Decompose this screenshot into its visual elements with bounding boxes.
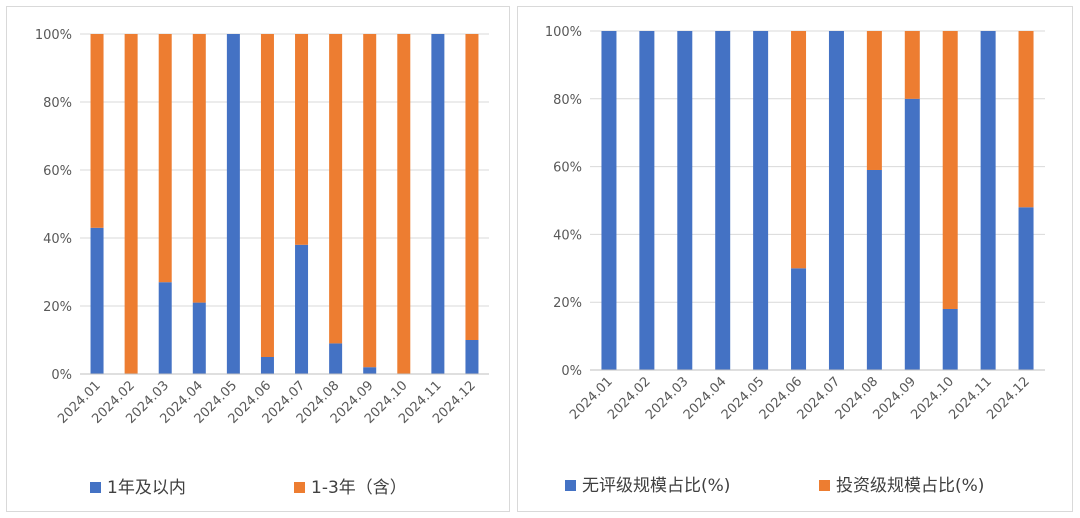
y-tick-label: 80% [43, 96, 72, 111]
bar-segment-1 [329, 343, 343, 374]
y-tick-label: 40% [43, 232, 72, 247]
bar-segment-2 [363, 34, 377, 368]
bar-segment-1 [260, 357, 274, 374]
bar-segment-2 [791, 31, 807, 269]
bar-segment-2 [465, 34, 479, 340]
bar-segment-2 [942, 31, 958, 309]
legend-swatch [819, 480, 830, 491]
y-tick-label: 40% [553, 228, 582, 243]
y-tick-label: 20% [553, 296, 582, 311]
legend-label: 1-3年（含） [311, 478, 407, 498]
bar-segment-1 [715, 31, 731, 370]
y-tick-label: 80% [553, 93, 582, 108]
bar-segment-1 [753, 31, 769, 370]
bar-segment-1 [980, 31, 996, 370]
bar-segment-1 [791, 268, 807, 370]
left-chart-panel: 0% 20% 40% 60% 80% 100% 2024.01 2024.02 2024.03 2… [6, 6, 510, 512]
y-tick-label: 0% [51, 368, 72, 383]
legend-swatch [565, 480, 576, 491]
bar-segment-1 [192, 302, 206, 374]
bar-segment-2 [329, 34, 343, 344]
bar-segment-1 [1018, 207, 1034, 370]
bar-segment-1 [904, 98, 920, 371]
bar-segment-1 [942, 308, 958, 370]
bar-segment-1 [90, 227, 104, 374]
legend-label: 无评级规模占比(%) [582, 476, 730, 496]
legend-swatch [90, 482, 101, 493]
y-tick-label: 60% [43, 164, 72, 179]
y-tick-label: 100% [545, 25, 582, 40]
bar-segment-1 [639, 31, 655, 370]
bar-segment-1 [158, 282, 172, 374]
bar-segment-1 [295, 244, 309, 374]
y-tick-label: 20% [43, 300, 72, 315]
bar-segment-1 [431, 34, 445, 374]
bar-segment-2 [904, 31, 920, 99]
y-tick-label: 100% [35, 28, 72, 43]
bar-segment-2 [124, 34, 138, 374]
legend-label: 1年及以内 [107, 478, 186, 498]
bar-segment-2 [866, 31, 882, 170]
bar-segment-2 [158, 34, 172, 283]
right-chart-panel: 0% 20% 40% 60% 80% 100% 2024.01 2024.02 2024.03 2… [517, 6, 1073, 512]
bar-segment-1 [465, 340, 479, 374]
bar-segment-1 [828, 31, 844, 370]
bar-segment-1 [363, 367, 377, 374]
bar-segment-2 [260, 34, 274, 357]
y-tick-label: 0% [561, 364, 582, 379]
bar-segment-1 [226, 34, 240, 374]
bar-segment-2 [1018, 31, 1034, 208]
bar-segment-2 [192, 34, 206, 303]
y-tick-label: 60% [553, 161, 582, 176]
right-stacked-bar-chart: 0%20%40%60%80%100%2024.012024.022024.032… [545, 25, 1045, 496]
bar-segment-1 [866, 169, 882, 370]
bar-segment-2 [90, 34, 104, 228]
bar-segment-1 [601, 31, 617, 370]
bar-segment-2 [295, 34, 309, 245]
legend-swatch [294, 482, 305, 493]
bar-segment-2 [397, 34, 411, 374]
bar-segment-1 [677, 31, 693, 370]
left-stacked-bar-chart: 0%20%40%60%80%100%2024.012024.022024.032… [35, 28, 489, 498]
legend-label: 投资级规模占比(%) [836, 476, 984, 496]
